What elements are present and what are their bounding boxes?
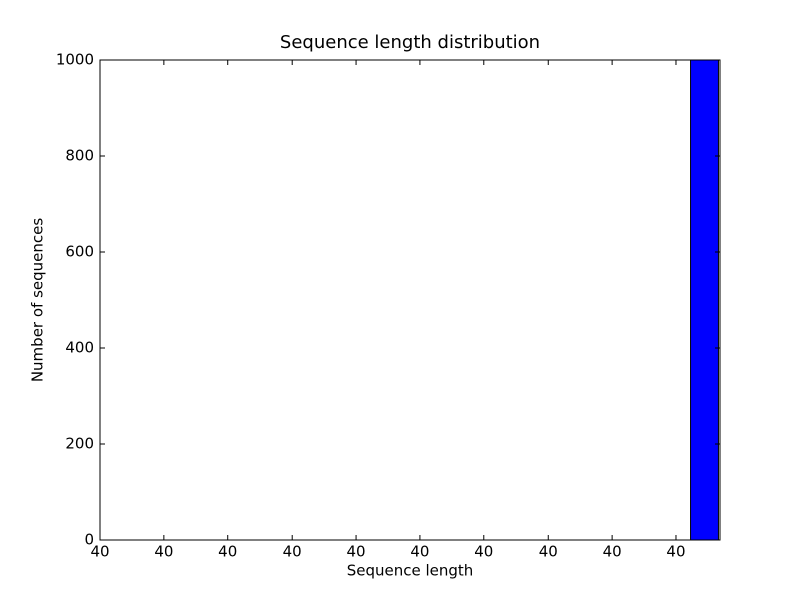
chart-title: Sequence length distribution <box>280 32 540 53</box>
x-tick-label: 40 <box>218 543 237 561</box>
x-tick-label: 40 <box>283 543 302 561</box>
x-tick-label: 40 <box>474 543 493 561</box>
x-tick-label: 40 <box>154 543 173 561</box>
y-axis-label: Number of sequences <box>29 218 47 383</box>
y-tick-label: 0 <box>84 531 94 549</box>
y-tick-label: 400 <box>65 339 94 357</box>
x-tick-label: 40 <box>410 543 429 561</box>
x-tick-label: 40 <box>90 543 109 561</box>
plot-frame <box>99 59 721 541</box>
y-tick-label: 200 <box>65 435 94 453</box>
x-tick-label: 40 <box>539 543 558 561</box>
x-axis-label: Sequence length <box>347 562 474 580</box>
y-tick-label: 1000 <box>56 51 94 69</box>
y-tick-label: 600 <box>65 243 94 261</box>
x-tick-label: 40 <box>666 543 685 561</box>
bar <box>690 59 719 541</box>
y-tick-label: 800 <box>65 147 94 165</box>
x-tick-label: 40 <box>603 543 622 561</box>
x-tick-label: 40 <box>347 543 366 561</box>
